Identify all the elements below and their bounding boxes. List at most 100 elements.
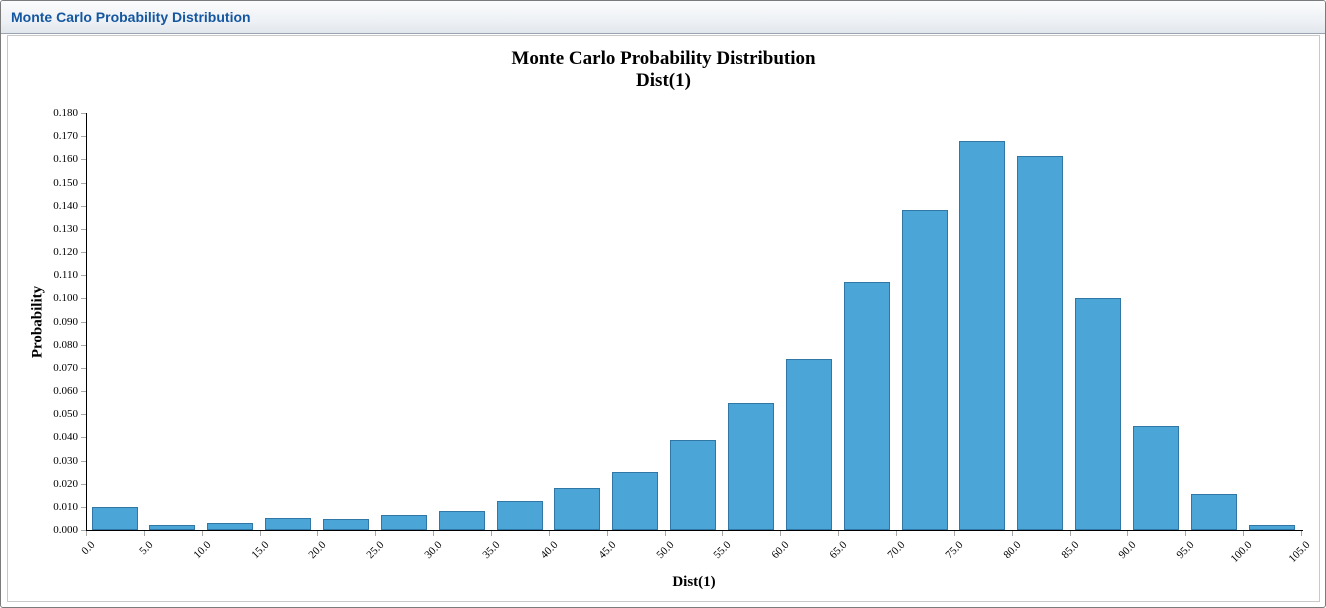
x-tick-label: 40.0 xyxy=(538,539,561,562)
x-tick-label: 15.0 xyxy=(248,539,272,562)
y-axis-tick xyxy=(81,182,86,184)
window-title: Monte Carlo Probability Distribution xyxy=(11,9,251,25)
x-tick-label: 35.0 xyxy=(480,539,503,562)
x-axis-tick xyxy=(433,530,435,536)
y-tick-label: 0.140 xyxy=(53,199,78,212)
y-tick-label: 0.030 xyxy=(53,454,78,467)
x-axis-tick xyxy=(86,530,87,536)
y-tick-label: 0.100 xyxy=(53,292,78,305)
y-tick-label: 0.160 xyxy=(53,153,78,166)
chart-title-block: Monte Carlo Probability Distribution Dis… xyxy=(8,48,1319,92)
bar xyxy=(496,501,543,530)
y-tick-label: 0.120 xyxy=(53,246,78,258)
x-axis-tick xyxy=(953,530,955,536)
x-tick-label: 20.0 xyxy=(306,539,329,562)
x-axis-tick xyxy=(1011,530,1013,536)
bar xyxy=(1075,298,1122,530)
bar xyxy=(901,210,948,530)
y-tick-label: 0.000 xyxy=(53,524,78,536)
y-axis-tick xyxy=(81,460,86,462)
x-axis-tick xyxy=(1127,530,1129,536)
bar xyxy=(843,282,890,530)
x-axis-tick xyxy=(722,530,724,536)
y-tick-label: 0.070 xyxy=(53,361,78,374)
chart-title: Monte Carlo Probability Distribution xyxy=(511,48,816,69)
x-axis-tick xyxy=(780,530,782,536)
y-tick-label: 0.060 xyxy=(53,385,78,397)
y-axis-tick xyxy=(81,344,86,346)
y-axis-tick xyxy=(81,321,86,323)
bar xyxy=(322,519,369,530)
y-tick-label: 0.080 xyxy=(53,338,78,351)
bar xyxy=(149,525,196,530)
y-axis-tick xyxy=(81,367,86,369)
y-tick-label: 0.180 xyxy=(53,107,78,119)
x-tick-label: 45.0 xyxy=(596,539,619,562)
y-tick-label: 0.020 xyxy=(53,477,78,490)
y-tick-label: 0.110 xyxy=(53,269,78,282)
bar xyxy=(207,523,254,530)
bar xyxy=(785,358,832,530)
bar xyxy=(265,517,312,530)
x-axis-tick xyxy=(201,530,203,536)
y-tick-label: 0.130 xyxy=(53,222,78,235)
bar xyxy=(959,140,1006,530)
bar xyxy=(727,402,774,530)
x-axis-tick xyxy=(606,530,608,536)
x-tick-label: 105.0 xyxy=(1286,539,1313,565)
x-axis-label: Dist(1) xyxy=(672,574,716,590)
x-tick-label: 70.0 xyxy=(885,539,908,562)
bar xyxy=(91,506,138,530)
x-axis-tick xyxy=(375,530,377,536)
y-axis-tick xyxy=(81,391,86,392)
x-axis-tick xyxy=(838,530,840,536)
y-axis-tick xyxy=(81,228,86,230)
y-axis-line xyxy=(86,113,87,530)
bar xyxy=(1017,155,1064,530)
y-axis-tick xyxy=(81,530,86,531)
x-axis-tick xyxy=(259,530,261,536)
x-axis-tick xyxy=(896,530,897,536)
bar xyxy=(1132,425,1179,530)
y-tick-label: 0.090 xyxy=(53,315,78,328)
x-tick-label: 75.0 xyxy=(943,539,966,562)
bar xyxy=(438,511,485,530)
x-axis-line xyxy=(86,530,1303,531)
y-tick-label: 0.010 xyxy=(53,500,78,513)
x-tick-label: 85.0 xyxy=(1058,539,1082,562)
x-tick-label: 25.0 xyxy=(364,539,387,562)
y-axis-tick xyxy=(81,275,86,277)
bar xyxy=(554,488,601,530)
x-axis-tick xyxy=(664,530,666,536)
x-tick-label: 50.0 xyxy=(653,539,677,562)
x-tick-label: 10.0 xyxy=(191,539,214,562)
y-tick-label: 0.040 xyxy=(53,431,78,444)
window-header: Monte Carlo Probability Distribution xyxy=(1,1,1325,34)
chart-panel: Monte Carlo Probability Distribution Dis… xyxy=(7,35,1320,602)
bar xyxy=(1248,524,1295,530)
plot-area: 0.000 0.010 0.020 0.030 0.040 0.050 0.060 0.070… xyxy=(8,36,1319,601)
x-tick-label: 80.0 xyxy=(1001,539,1024,562)
bar xyxy=(612,472,659,530)
y-tick-label: 0.150 xyxy=(53,176,78,189)
x-tick-label: 55.0 xyxy=(711,539,734,562)
x-tick-label: 30.0 xyxy=(422,539,445,562)
bar xyxy=(380,515,427,530)
x-tick-label: 5.0 xyxy=(137,539,156,558)
y-axis-tick xyxy=(81,298,86,300)
y-tick-label: 0.050 xyxy=(53,408,78,421)
y-axis-tick xyxy=(81,252,86,253)
x-tick-label: 0.0 xyxy=(79,539,98,558)
x-tick-label: 65.0 xyxy=(827,539,850,562)
x-axis-tick xyxy=(143,530,145,536)
x-tick-label: 60.0 xyxy=(769,539,792,562)
y-tick-label: 0.170 xyxy=(53,130,78,143)
chart-subtitle: Dist(1) xyxy=(636,70,691,91)
bar xyxy=(1190,494,1237,530)
x-axis-tick xyxy=(548,530,550,536)
x-tick-label: 90.0 xyxy=(1116,539,1139,562)
y-axis-tick xyxy=(81,159,86,161)
x-axis-tick xyxy=(1301,530,1302,536)
y-axis-tick xyxy=(81,205,86,207)
